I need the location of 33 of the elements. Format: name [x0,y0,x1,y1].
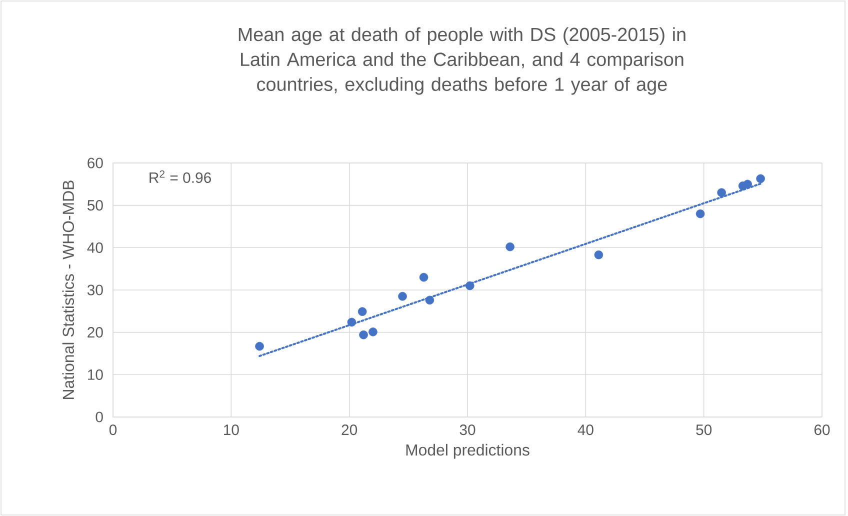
x-tick-label: 0 [109,424,117,436]
point [594,250,604,260]
point [425,296,434,305]
y-tick-label: 40 [87,242,103,253]
point [419,272,428,282]
point [717,188,726,198]
point [347,318,356,327]
point [696,209,705,218]
x-axis-title: Model predictions [406,444,530,459]
y-tick-label: 50 [87,200,103,211]
chart-title: Mean age at death of people with DS (2005-2015) in Latin America and the Caribbean, and 4 comparison countries, excluding deaths before 1 year of age [238,27,686,95]
y-tick-label: 10 [88,369,103,380]
point [358,307,367,316]
y-tick-label: 30 [87,284,103,296]
y-tick-label: 0 [96,412,103,422]
annotation: R$^{2}$ = 0.96 [150,170,211,183]
point [368,327,378,336]
x-tick-label: 30 [460,424,476,436]
point [465,281,474,290]
y-tick-label: 20 [88,327,103,338]
point [398,292,407,301]
x-tick-label: 10 [224,424,239,436]
point [255,342,264,351]
x-tick-label: 40 [578,424,594,436]
point [743,180,752,189]
x-tick-label: 20 [342,424,358,436]
x-tick-label: 50 [696,424,712,436]
point [506,242,514,252]
x-tick-label: 60 [814,424,830,436]
y-axis-title: National Statistics - WHO-MDB [62,180,74,399]
y-tick-label: 60 [88,158,103,168]
point [359,330,368,340]
point [756,174,765,184]
